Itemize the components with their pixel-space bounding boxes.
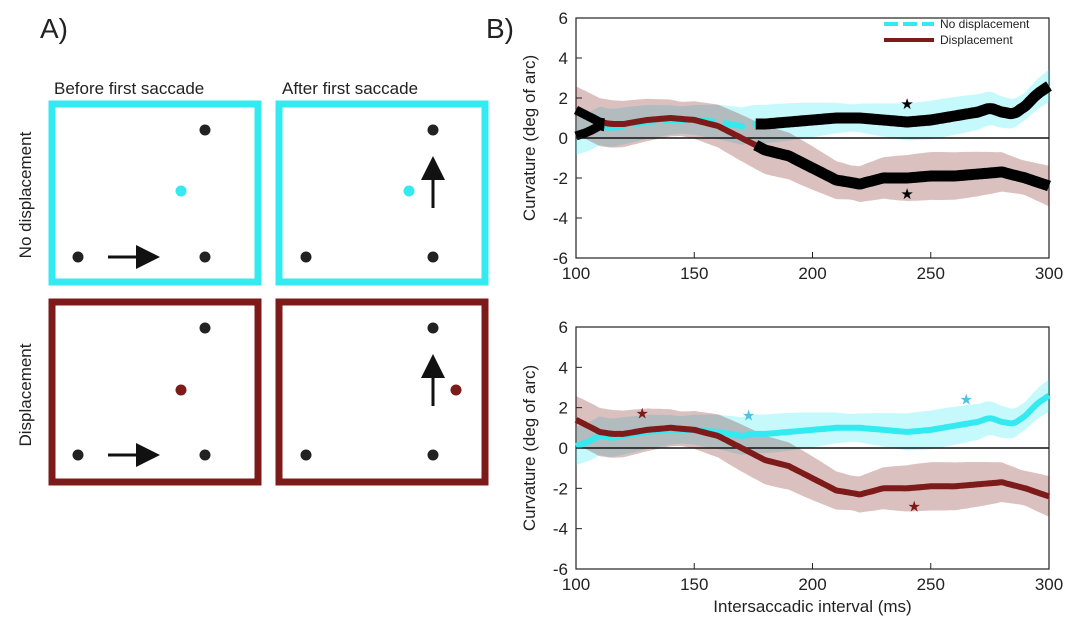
probe-dot bbox=[450, 384, 462, 396]
y-tick-label: 4 bbox=[559, 358, 568, 377]
y-tick-label: 0 bbox=[559, 129, 568, 148]
chart-bottom: ★ ★ ★ ★ 100 150 200 250 300 6 4 2 0 -2 -4 -6 Curvature (… bbox=[520, 318, 1063, 616]
y-tick-label: 6 bbox=[559, 9, 568, 28]
x-axis-label: Intersaccadic interval (ms) bbox=[713, 597, 911, 616]
x-tick-label: 100 bbox=[562, 575, 590, 594]
y-tick-label: -6 bbox=[553, 560, 568, 579]
box-displacement-before bbox=[48, 298, 262, 486]
y-axis-label: Curvature (deg of arc) bbox=[520, 55, 539, 221]
series-line-displacement-significant-early bbox=[573, 105, 605, 128]
box-displacement-after bbox=[275, 298, 489, 486]
chart-top: ★ ★ 100 150 200 250 300 6 4 2 0 -2 -4 -6 Curvature (de… bbox=[520, 9, 1063, 283]
row-title-no-displacement: No displacement bbox=[16, 131, 35, 258]
start-dot bbox=[72, 251, 84, 263]
panel-a: A) Before first saccade After first sacc… bbox=[16, 13, 489, 486]
series-line-displacement-significant bbox=[753, 140, 1051, 192]
box-frame bbox=[48, 100, 262, 286]
box-frame bbox=[275, 298, 489, 486]
y-axis-label: Curvature (deg of arc) bbox=[520, 365, 539, 531]
significance-star: ★ bbox=[635, 406, 648, 423]
col-title-before: Before first saccade bbox=[54, 79, 204, 98]
row-title-displacement: Displacement bbox=[16, 343, 35, 446]
target-dot bbox=[427, 124, 439, 136]
significance-star: ★ bbox=[900, 96, 913, 113]
box-frame bbox=[48, 298, 262, 486]
start-dot bbox=[300, 449, 312, 461]
x-tick-label: 250 bbox=[917, 264, 945, 283]
box-no-displacement-before bbox=[48, 100, 262, 286]
ci-band-no-displacement bbox=[576, 69, 1049, 155]
panel-b-label: B) bbox=[486, 13, 514, 44]
box-no-displacement-after bbox=[275, 100, 489, 286]
x-tick-label: 150 bbox=[680, 575, 708, 594]
start-dot bbox=[300, 251, 312, 263]
y-tick-label: 0 bbox=[559, 439, 568, 458]
y-tick-label: -6 bbox=[553, 249, 568, 268]
y-tick-label: -2 bbox=[553, 169, 568, 188]
y-tick-label: -2 bbox=[553, 479, 568, 498]
start-dot bbox=[72, 449, 84, 461]
ci-band-no-displacement bbox=[576, 379, 1049, 465]
x-tick-label: 300 bbox=[1035, 264, 1063, 283]
box-frame bbox=[275, 100, 489, 286]
significance-star: ★ bbox=[959, 392, 972, 409]
series-line-displacement bbox=[574, 417, 1051, 500]
target-dot bbox=[199, 124, 211, 136]
target-dot bbox=[199, 251, 211, 263]
legend-label: No displacement bbox=[940, 17, 1030, 31]
y-tick-label: 2 bbox=[559, 89, 568, 108]
x-tick-label: 250 bbox=[917, 575, 945, 594]
probe-dot bbox=[175, 185, 187, 197]
target-dot bbox=[199, 449, 211, 461]
probe-dot bbox=[403, 185, 415, 197]
panel-a-label: A) bbox=[40, 13, 68, 44]
target-dot bbox=[427, 449, 439, 461]
y-tick-label: -4 bbox=[553, 520, 568, 539]
y-tick-label: 2 bbox=[559, 399, 568, 418]
x-tick-label: 100 bbox=[562, 264, 590, 283]
target-dot bbox=[427, 322, 439, 334]
y-tick-label: 6 bbox=[559, 318, 568, 337]
y-tick-label: -4 bbox=[553, 209, 568, 228]
significance-star: ★ bbox=[742, 408, 755, 425]
significance-star: ★ bbox=[907, 498, 920, 515]
legend-label: Displacement bbox=[940, 33, 1013, 47]
col-title-after: After first saccade bbox=[282, 79, 418, 98]
x-tick-label: 300 bbox=[1035, 575, 1063, 594]
x-tick-label: 200 bbox=[798, 264, 826, 283]
probe-dot bbox=[175, 384, 187, 396]
significance-star: ★ bbox=[900, 186, 913, 203]
y-tick-label: 4 bbox=[559, 49, 568, 68]
x-tick-label: 200 bbox=[798, 575, 826, 594]
x-tick-label: 150 bbox=[680, 264, 708, 283]
target-dot bbox=[199, 322, 211, 334]
series-line-no-displacement-significant bbox=[755, 81, 1052, 130]
target-dot bbox=[427, 251, 439, 263]
